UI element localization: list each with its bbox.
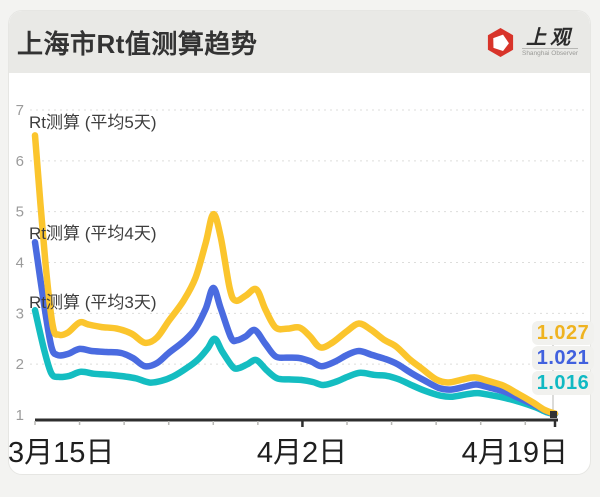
y-tick-label: 4 (16, 255, 24, 272)
series-line-2 (31, 307, 559, 418)
y-tick-label: 5 (16, 204, 24, 221)
y-tick-label: 7 (16, 102, 24, 119)
page-title: 上海市Rt值测算趋势 (17, 28, 258, 59)
series-label-3day: Rt测算 (平均3天) (29, 293, 157, 312)
y-tick-label: 6 (16, 153, 24, 170)
x-axis-label-mar15: 3月15日 (8, 437, 115, 469)
logo-text: 上观 Shanghai Observer (521, 25, 578, 57)
y-tick-label: 2 (16, 356, 24, 373)
series-label-5day: Rt测算 (平均5天) (29, 113, 157, 132)
logo-sub-text: Shanghai Observer (521, 48, 578, 57)
end-marker (550, 411, 557, 418)
shanghai-observer-logo: 上观 Shanghai Observer (485, 27, 580, 58)
card-header: 上海市Rt值测算趋势 上观 Shanghai Observer (9, 11, 590, 73)
logo-cn-text: 上观 (525, 25, 574, 49)
y-tick-label: 1 (16, 407, 24, 424)
end-value-badge-3day: 1.016 (532, 371, 594, 395)
series-line-1 (31, 238, 559, 418)
x-axis-label-apr19: 4月19日 (461, 437, 568, 469)
x-axis-label-apr2: 4月2日 (256, 437, 348, 469)
y-tick-label: 3 (16, 305, 24, 322)
end-value-badge-5day: 1.027 (532, 321, 594, 345)
shanghai-observer-logo-icon (487, 27, 514, 57)
end-value-badge-4day: 1.021 (532, 346, 594, 370)
chart-card: 上海市Rt值测算趋势 上观 Shanghai Observer (8, 10, 591, 475)
series-label-4day: Rt测算 (平均4天) (29, 224, 157, 243)
series-line-0 (31, 132, 559, 417)
